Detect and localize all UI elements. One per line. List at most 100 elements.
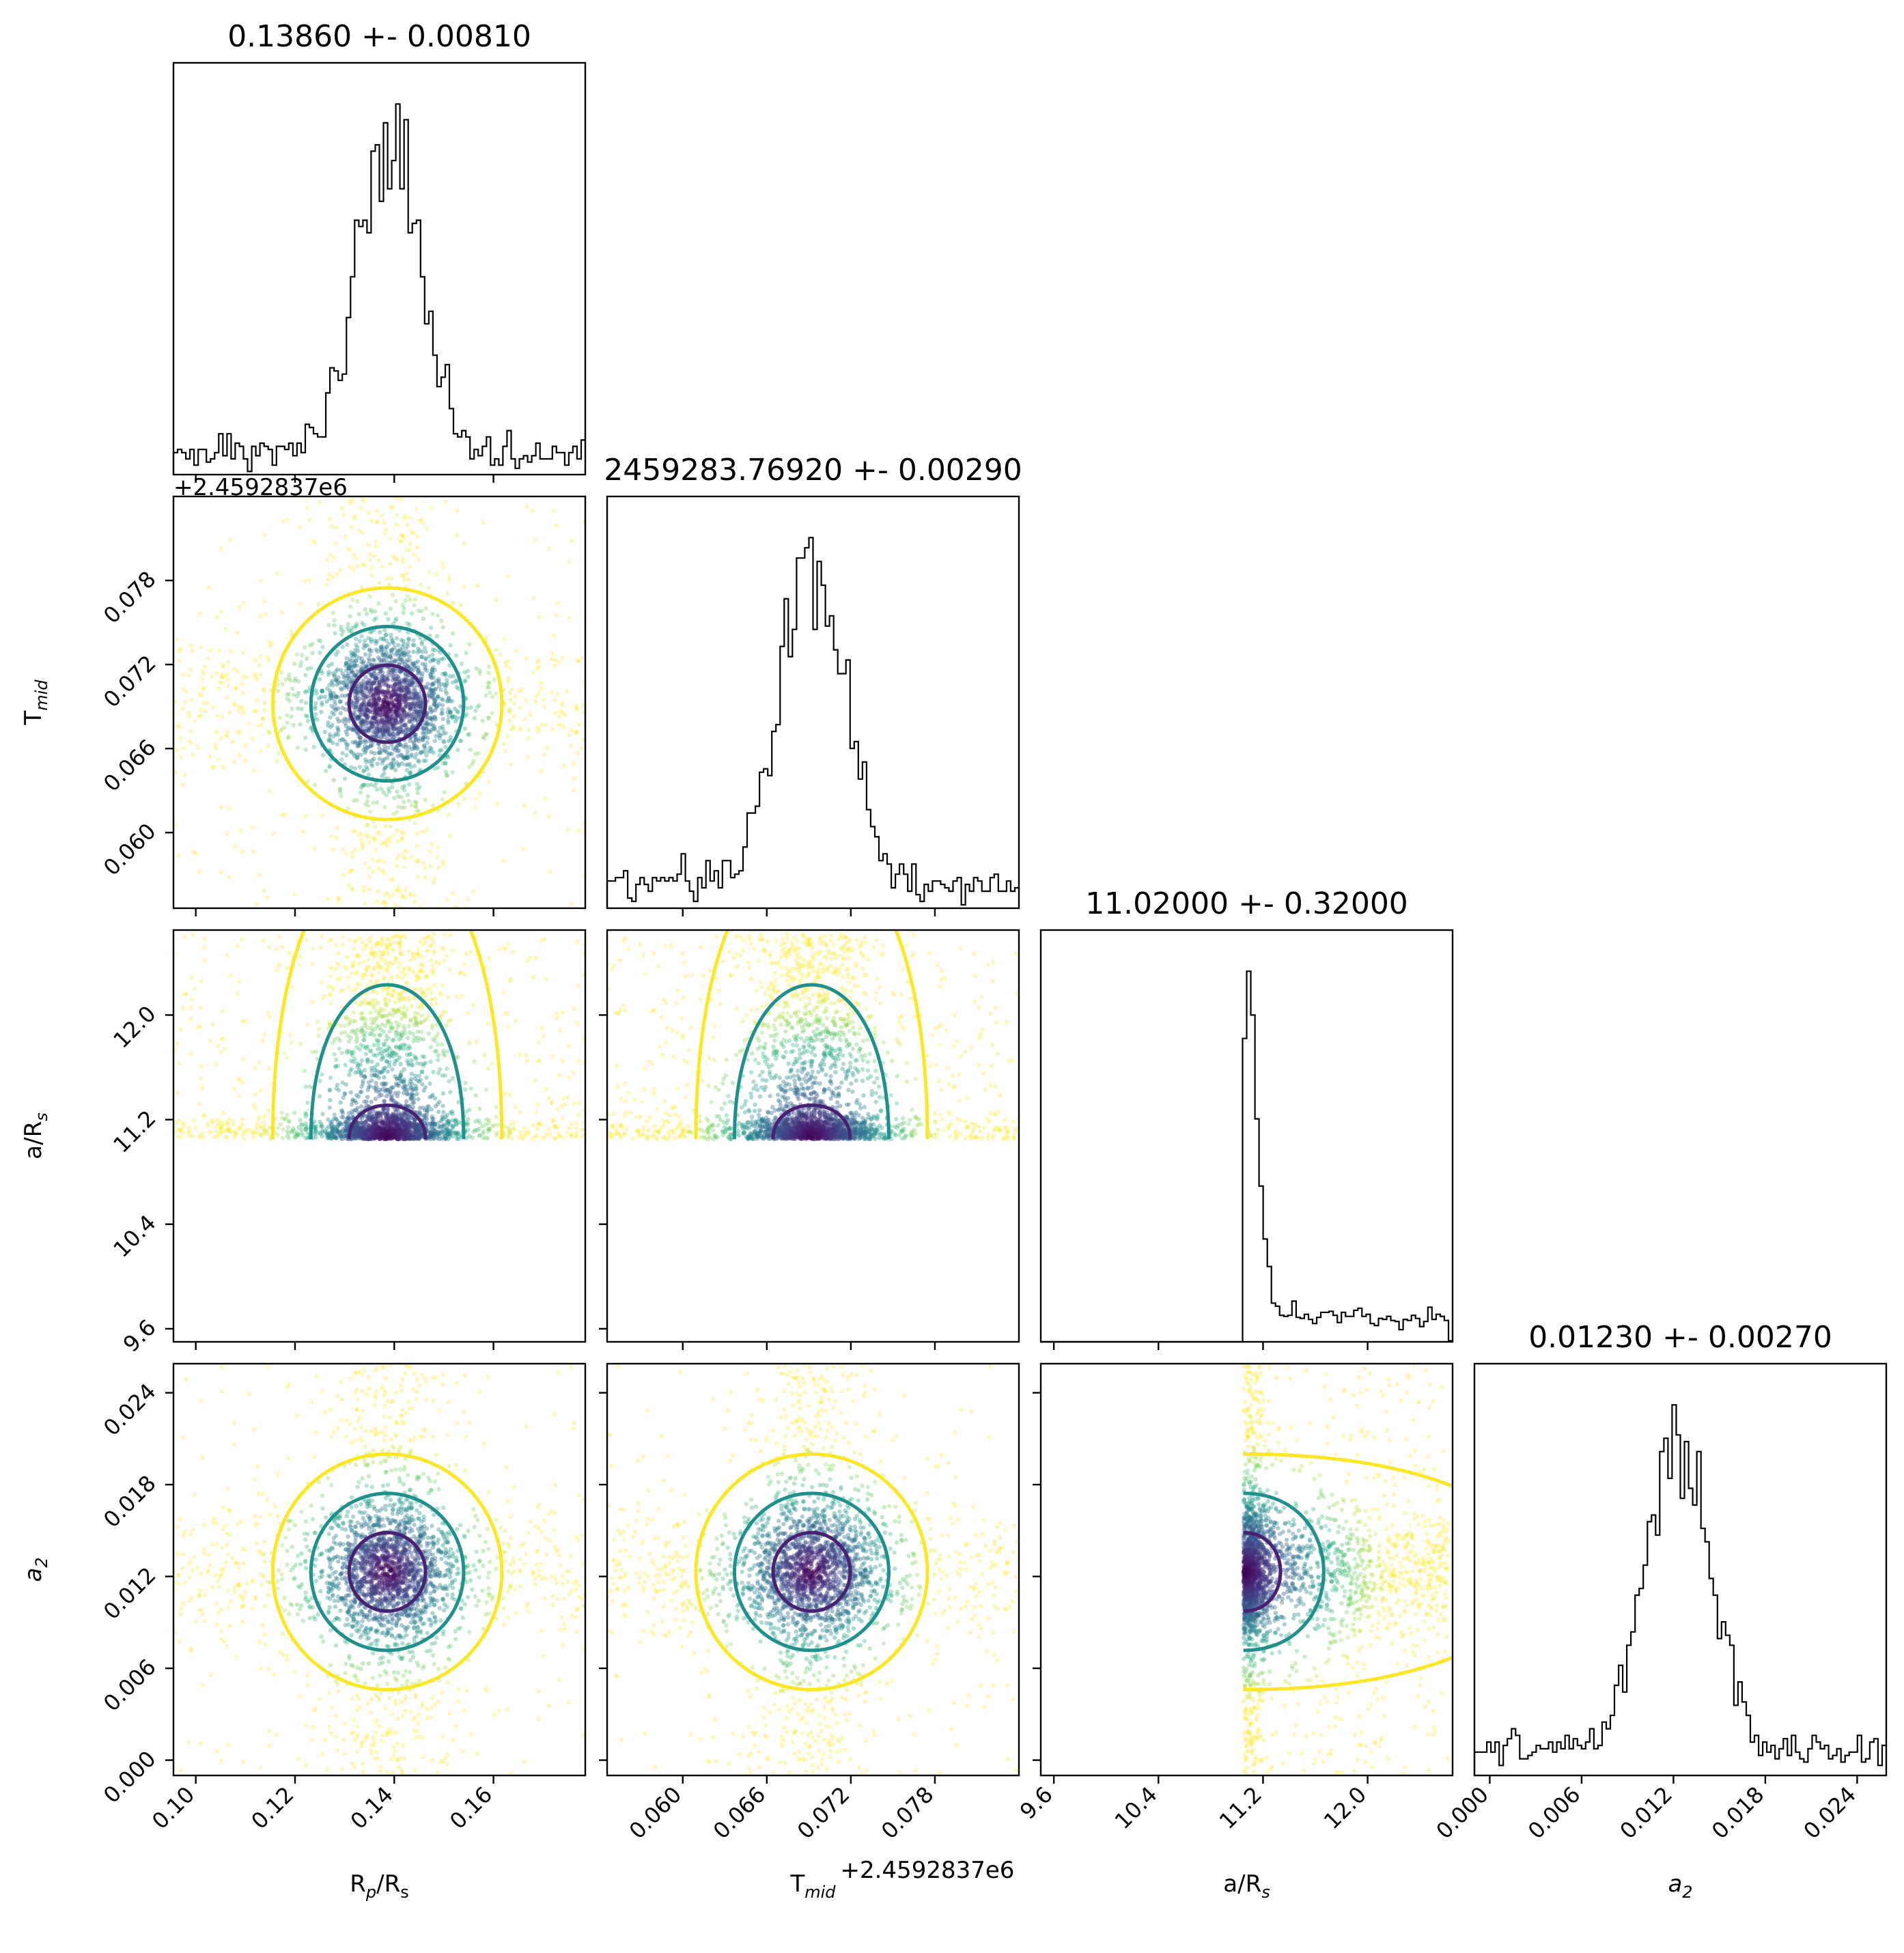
scatter-point [359,691,364,697]
scatter-point [327,1106,332,1110]
scatter-point [424,727,430,732]
scatter-point [552,633,557,638]
scatter-point [316,638,321,643]
scatter-point [384,750,389,755]
scatter-point [447,1079,451,1084]
scatter-point [417,691,422,697]
scatter-point [374,726,379,731]
scatter-point [189,740,194,746]
scatter-point [368,743,374,748]
scatter-point [537,664,542,670]
scatter-point [355,669,360,673]
scatter-point [359,831,364,837]
scatter-point [364,685,369,690]
scatter-point [200,1086,205,1091]
scatter-point [416,1004,421,1010]
scatter-point [177,648,182,654]
scatter-point [426,654,432,659]
scatter-point [347,548,352,552]
scatter-point [338,1100,343,1105]
scatter-point [363,664,368,669]
scatter-point [423,798,428,802]
scatter-point [238,729,242,735]
scatter-point [420,726,425,731]
scatter-point [333,707,338,713]
scatter-point [354,1100,359,1106]
scatter-point [356,717,361,722]
scatter-point [396,763,401,768]
scatter-point [391,726,396,731]
scatter-point [394,616,399,621]
scatter-point [332,1052,337,1057]
scatter-point [374,641,378,646]
scatter-point [391,671,396,675]
scatter-point [305,666,310,671]
scatter-point [505,574,511,579]
scatter-point [406,649,411,654]
scatter-point [332,618,337,623]
scatter-point [410,1031,415,1037]
scatter-point [214,1062,219,1067]
scatter-point [385,676,390,682]
scatter-point [199,693,204,698]
scatter-point [506,1133,511,1138]
scatter-point [371,681,376,686]
scatter-point [401,1046,406,1051]
scatter-point [484,693,488,698]
scatter-point [355,744,360,749]
scatter-point [412,718,418,722]
scatter-point [390,729,395,733]
scatter-point [423,722,429,727]
scatter-point [354,705,359,709]
scatter-point [333,966,339,972]
scatter-point [412,899,417,905]
scatter-point [574,731,579,736]
scatter-point [548,870,552,875]
scatter-point [359,837,364,842]
scatter-point [212,764,216,770]
scatter-point [380,647,384,652]
scatter-point [352,663,357,668]
scatter-point [340,847,346,852]
scatter-point [576,983,580,988]
scatter-point [317,677,322,682]
scatter-point [374,1053,378,1058]
scatter-point [369,750,374,755]
scatter-point [413,707,418,712]
scatter-point [405,749,410,754]
scatter-point [374,678,379,683]
scatter-point [390,505,395,510]
scatter-point [418,709,423,714]
scatter-point [375,729,380,735]
scatter-point [188,1052,193,1056]
scatter-point [354,623,359,628]
scatter-point [381,637,386,642]
scatter-point [400,560,406,565]
scatter-point [438,688,443,692]
scatter-point [448,709,453,714]
scatter-point [298,722,303,727]
scatter-point [390,638,395,643]
scatter-point [406,637,411,643]
scatter-point [351,1059,356,1065]
scatter-point [282,813,287,817]
scatter-point [406,762,410,767]
scatter-point [408,597,412,602]
scatter-point [432,658,437,662]
scatter-point [361,740,366,744]
scatter-point [358,735,363,740]
scatter-point [376,728,381,733]
scatter-point [425,987,430,992]
scatter-point [409,682,415,687]
scatter-point [230,740,235,744]
scatter-point [405,641,410,646]
scatter-point [292,1110,297,1115]
scatter-point [369,565,374,570]
scatter-point [415,746,420,752]
scatter-point [400,602,405,608]
scatter-point [356,716,361,721]
scatter-point [227,875,232,880]
scatter-point [364,720,369,725]
scatter-point [363,712,368,718]
